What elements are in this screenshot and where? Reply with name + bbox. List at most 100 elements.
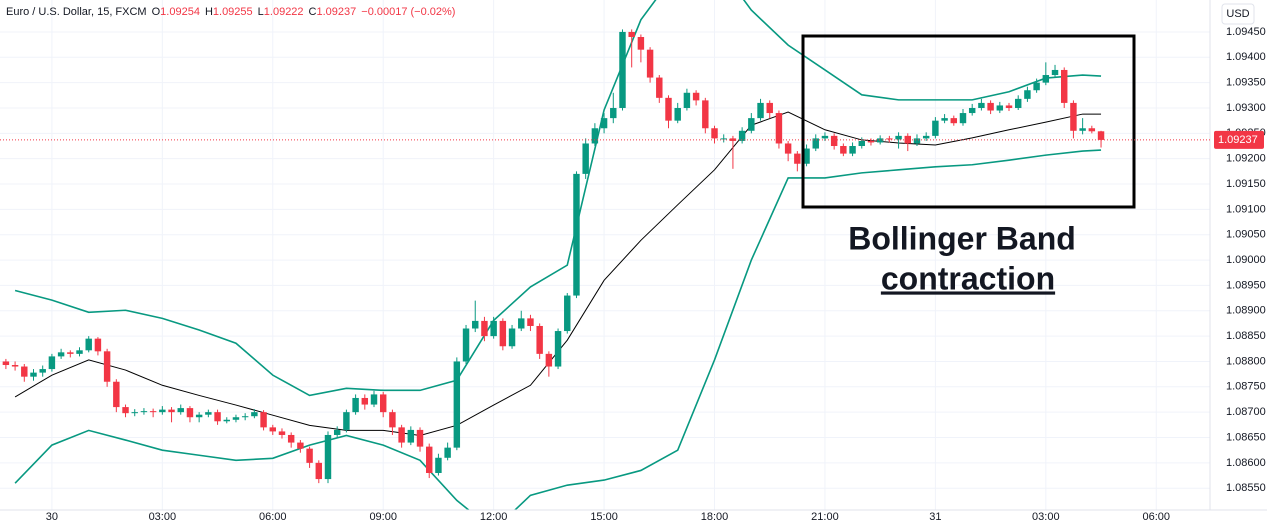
candle-body	[830, 135, 838, 147]
candle-body	[665, 97, 672, 121]
candle-body	[1088, 128, 1096, 132]
candle-body	[232, 417, 240, 420]
y-tick-label: 1.09050	[1226, 229, 1266, 241]
candle-body	[610, 107, 617, 119]
candle-body	[591, 128, 599, 144]
candle-body	[398, 427, 405, 443]
y-tick-label: 1.08800	[1226, 355, 1266, 367]
candle-body	[1097, 131, 1105, 140]
candle-body	[223, 419, 230, 422]
candle-body	[794, 153, 801, 164]
candle-body	[959, 113, 967, 124]
band-line	[14, 149, 1102, 510]
bollinger-bands	[14, 0, 1102, 510]
x-tick-label: 03:00	[1032, 511, 1060, 523]
candle-body	[462, 328, 470, 362]
candle-body	[85, 338, 92, 351]
candle-body	[103, 351, 111, 382]
candle-body	[600, 118, 608, 129]
last-price-label: 1.09237	[1218, 134, 1258, 146]
y-tick-label: 1.09000	[1226, 254, 1266, 266]
candle-body	[748, 118, 755, 131]
y-tick-label: 1.09400	[1226, 51, 1266, 63]
grid	[0, 0, 1210, 510]
x-tick-label: 18:00	[701, 511, 729, 523]
y-tick-label: 1.09350	[1226, 77, 1266, 89]
x-tick-label: 31	[929, 511, 941, 523]
y-tick-label: 1.09450	[1226, 26, 1266, 38]
ohlc-item: C1.09237	[309, 6, 357, 18]
x-tick-label: 30	[46, 511, 58, 523]
ohlc-item: O1.09254	[152, 6, 200, 18]
annotation: contraction	[881, 260, 1055, 296]
candle-body	[1079, 128, 1086, 131]
ohlc-value: 1.09237	[316, 6, 357, 18]
candle-body	[490, 320, 497, 337]
x-tick-label: 09:00	[369, 511, 397, 523]
candle-body	[922, 135, 930, 139]
candle-body	[895, 135, 902, 140]
candle-body	[913, 138, 921, 144]
candle-body	[122, 407, 129, 414]
candle-body	[324, 434, 332, 480]
ohlc-value: 1.09254	[160, 6, 200, 18]
candle-body	[444, 447, 451, 458]
candle-body	[1051, 69, 1059, 76]
ohlc-value: 1.09255	[212, 6, 253, 18]
candle-body	[379, 394, 387, 413]
candle-body	[168, 409, 175, 413]
candle-body	[932, 120, 939, 136]
x-tick-label: 15:00	[590, 511, 618, 523]
candle-body	[499, 320, 507, 347]
candle-body	[214, 412, 221, 422]
highlight-box	[801, 34, 1136, 209]
candle-body	[711, 128, 718, 139]
ohlc-item: H1.09255	[205, 6, 253, 18]
y-tick-label: 1.09200	[1226, 153, 1266, 165]
candle-body	[1024, 90, 1031, 99]
candle-body	[177, 408, 184, 413]
annotation: Bollinger Band	[848, 220, 1076, 256]
candle-body	[784, 143, 792, 154]
candle-body	[426, 446, 433, 473]
candle-body	[94, 338, 102, 352]
candle-body	[131, 412, 138, 414]
ohlc-label: L	[257, 6, 264, 18]
currency-box[interactable]	[1221, 3, 1255, 25]
candle-body	[370, 394, 378, 405]
candle-body	[637, 37, 645, 50]
candle-body	[1061, 69, 1068, 103]
candle-body	[186, 408, 194, 418]
candle-body	[536, 325, 543, 354]
candles	[2, 29, 1105, 484]
candle-body	[205, 412, 212, 415]
axes: 1.08550 1.08600 1.08650 1.08700 1.08750 1.088…	[0, 26, 1266, 523]
candle-body	[720, 138, 727, 140]
candle-body	[453, 361, 461, 448]
y-tick-label: 1.08850	[1226, 330, 1266, 342]
candle-body	[582, 143, 589, 174]
candle-body	[987, 102, 994, 111]
candle-body	[416, 429, 424, 447]
candle-body	[702, 100, 709, 129]
ohlc-label: C	[308, 6, 317, 18]
y-tick-label: 1.09100	[1226, 203, 1266, 215]
candle-body	[297, 442, 304, 449]
candle-body	[306, 448, 313, 463]
band-line	[14, 111, 1102, 436]
candle-body	[1033, 82, 1040, 91]
y-tick-label: 1.08750	[1226, 381, 1266, 393]
last-price-tag	[1214, 130, 1264, 149]
y-tick-label: 1.08650	[1226, 431, 1266, 443]
ohlc-label: O	[151, 6, 161, 18]
y-tick-label: 1.08950	[1226, 279, 1266, 291]
candle-body	[57, 352, 65, 357]
candle-body	[407, 429, 415, 443]
candle-body	[30, 372, 37, 377]
candle-body	[996, 105, 1004, 111]
candle-body	[21, 366, 28, 377]
candle-body	[775, 113, 783, 144]
candle-body	[435, 457, 442, 473]
candle-body	[766, 102, 773, 114]
candle-body	[867, 140, 875, 143]
